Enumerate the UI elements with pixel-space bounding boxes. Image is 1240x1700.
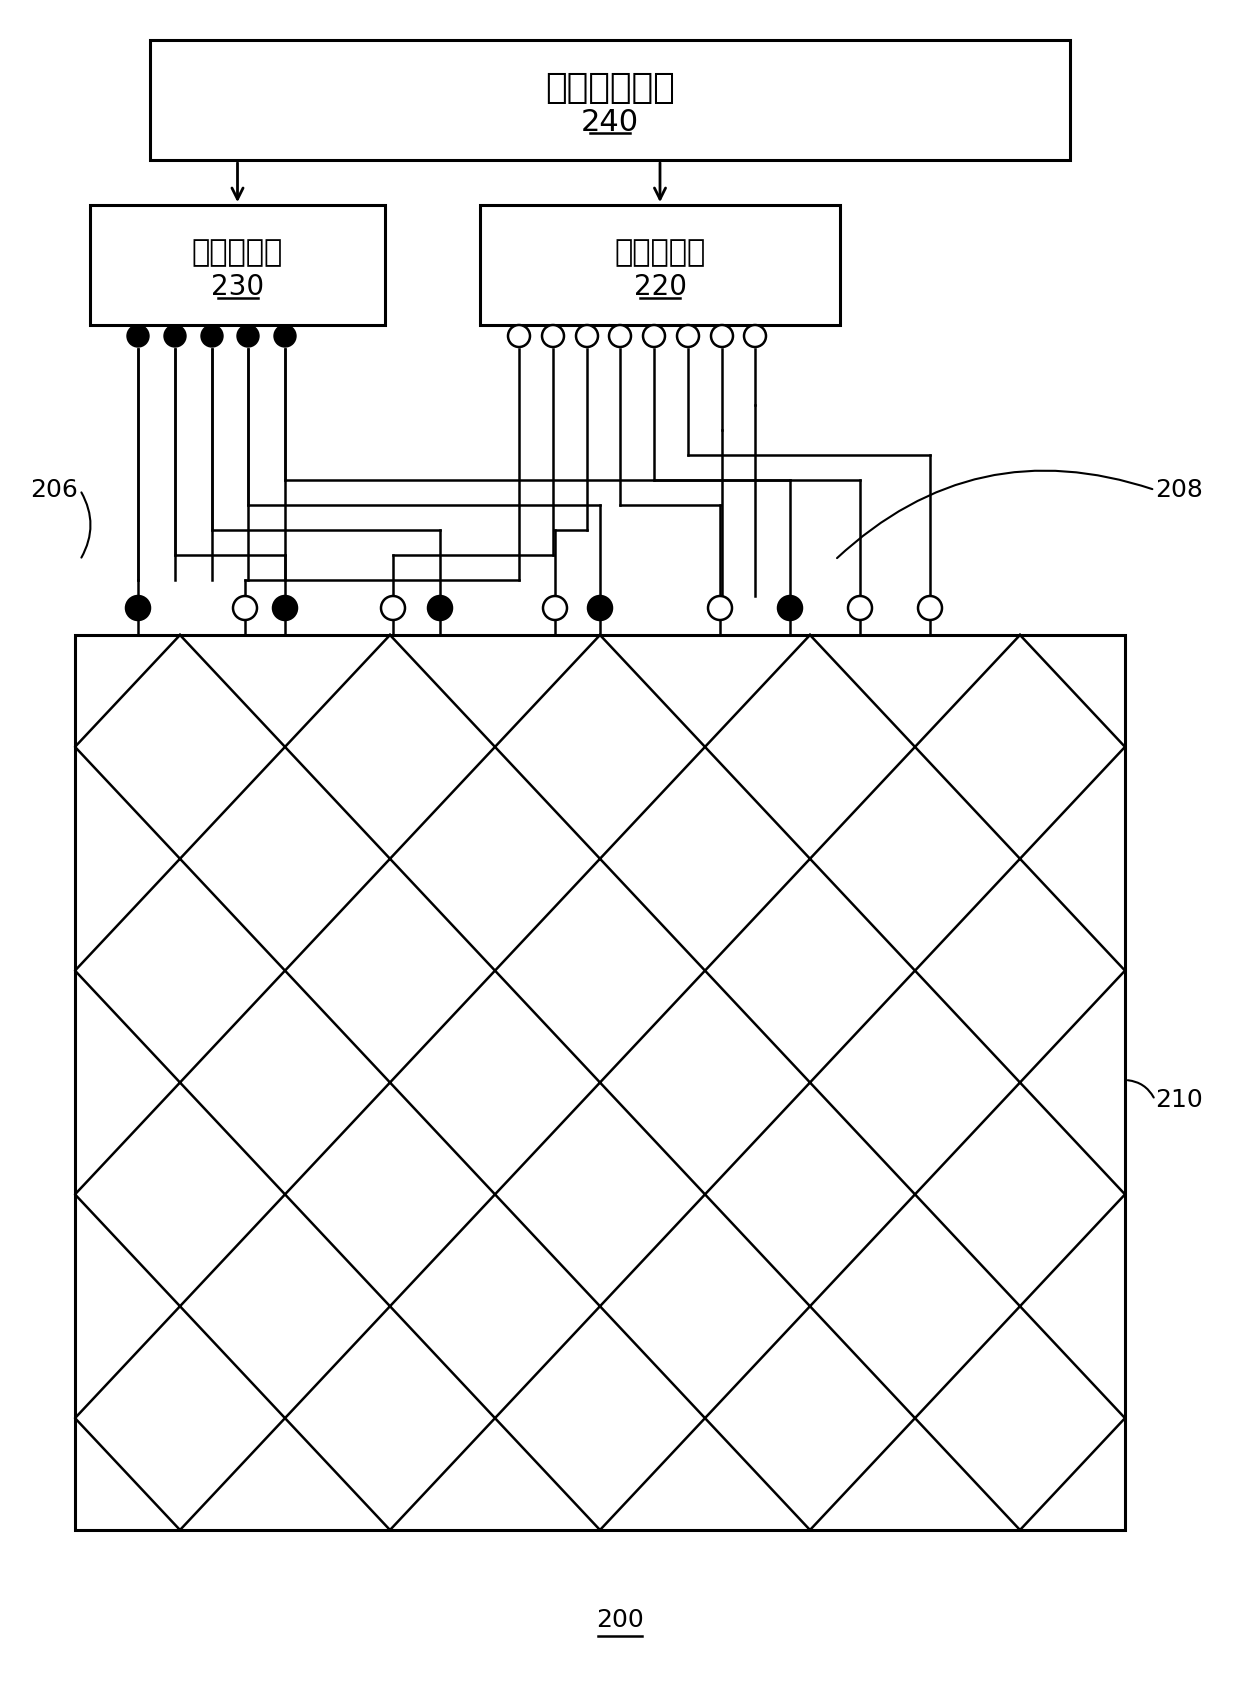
Text: 200: 200 bbox=[596, 1608, 644, 1632]
Circle shape bbox=[428, 597, 453, 620]
Circle shape bbox=[609, 325, 631, 347]
Circle shape bbox=[381, 597, 405, 620]
Circle shape bbox=[164, 325, 186, 347]
Circle shape bbox=[542, 325, 564, 347]
Text: 220: 220 bbox=[634, 274, 687, 301]
Circle shape bbox=[744, 325, 766, 347]
Circle shape bbox=[644, 325, 665, 347]
Circle shape bbox=[126, 597, 150, 620]
Text: 墙极驱动器: 墙极驱动器 bbox=[192, 238, 283, 267]
Circle shape bbox=[711, 325, 733, 347]
Circle shape bbox=[508, 325, 529, 347]
Text: 源极驱动器: 源极驱动器 bbox=[614, 238, 706, 267]
Circle shape bbox=[237, 325, 259, 347]
Circle shape bbox=[543, 597, 567, 620]
Text: 210: 210 bbox=[1154, 1088, 1203, 1112]
Circle shape bbox=[588, 597, 613, 620]
Circle shape bbox=[777, 597, 802, 620]
Bar bbox=[74, 636, 1125, 1530]
Circle shape bbox=[233, 597, 257, 620]
Circle shape bbox=[677, 325, 699, 347]
Circle shape bbox=[577, 325, 598, 347]
Text: 206: 206 bbox=[30, 478, 78, 502]
Circle shape bbox=[848, 597, 872, 620]
Circle shape bbox=[201, 325, 223, 347]
Text: 230: 230 bbox=[211, 274, 264, 301]
Bar bbox=[91, 206, 384, 325]
Circle shape bbox=[708, 597, 732, 620]
Circle shape bbox=[918, 597, 942, 620]
Bar bbox=[480, 206, 839, 325]
Circle shape bbox=[273, 597, 298, 620]
Text: 240: 240 bbox=[580, 107, 639, 136]
Circle shape bbox=[126, 325, 149, 347]
Circle shape bbox=[274, 325, 296, 347]
Text: 208: 208 bbox=[1154, 478, 1203, 502]
Bar bbox=[150, 41, 1070, 160]
Text: 时序控制电路: 时序控制电路 bbox=[546, 71, 675, 105]
